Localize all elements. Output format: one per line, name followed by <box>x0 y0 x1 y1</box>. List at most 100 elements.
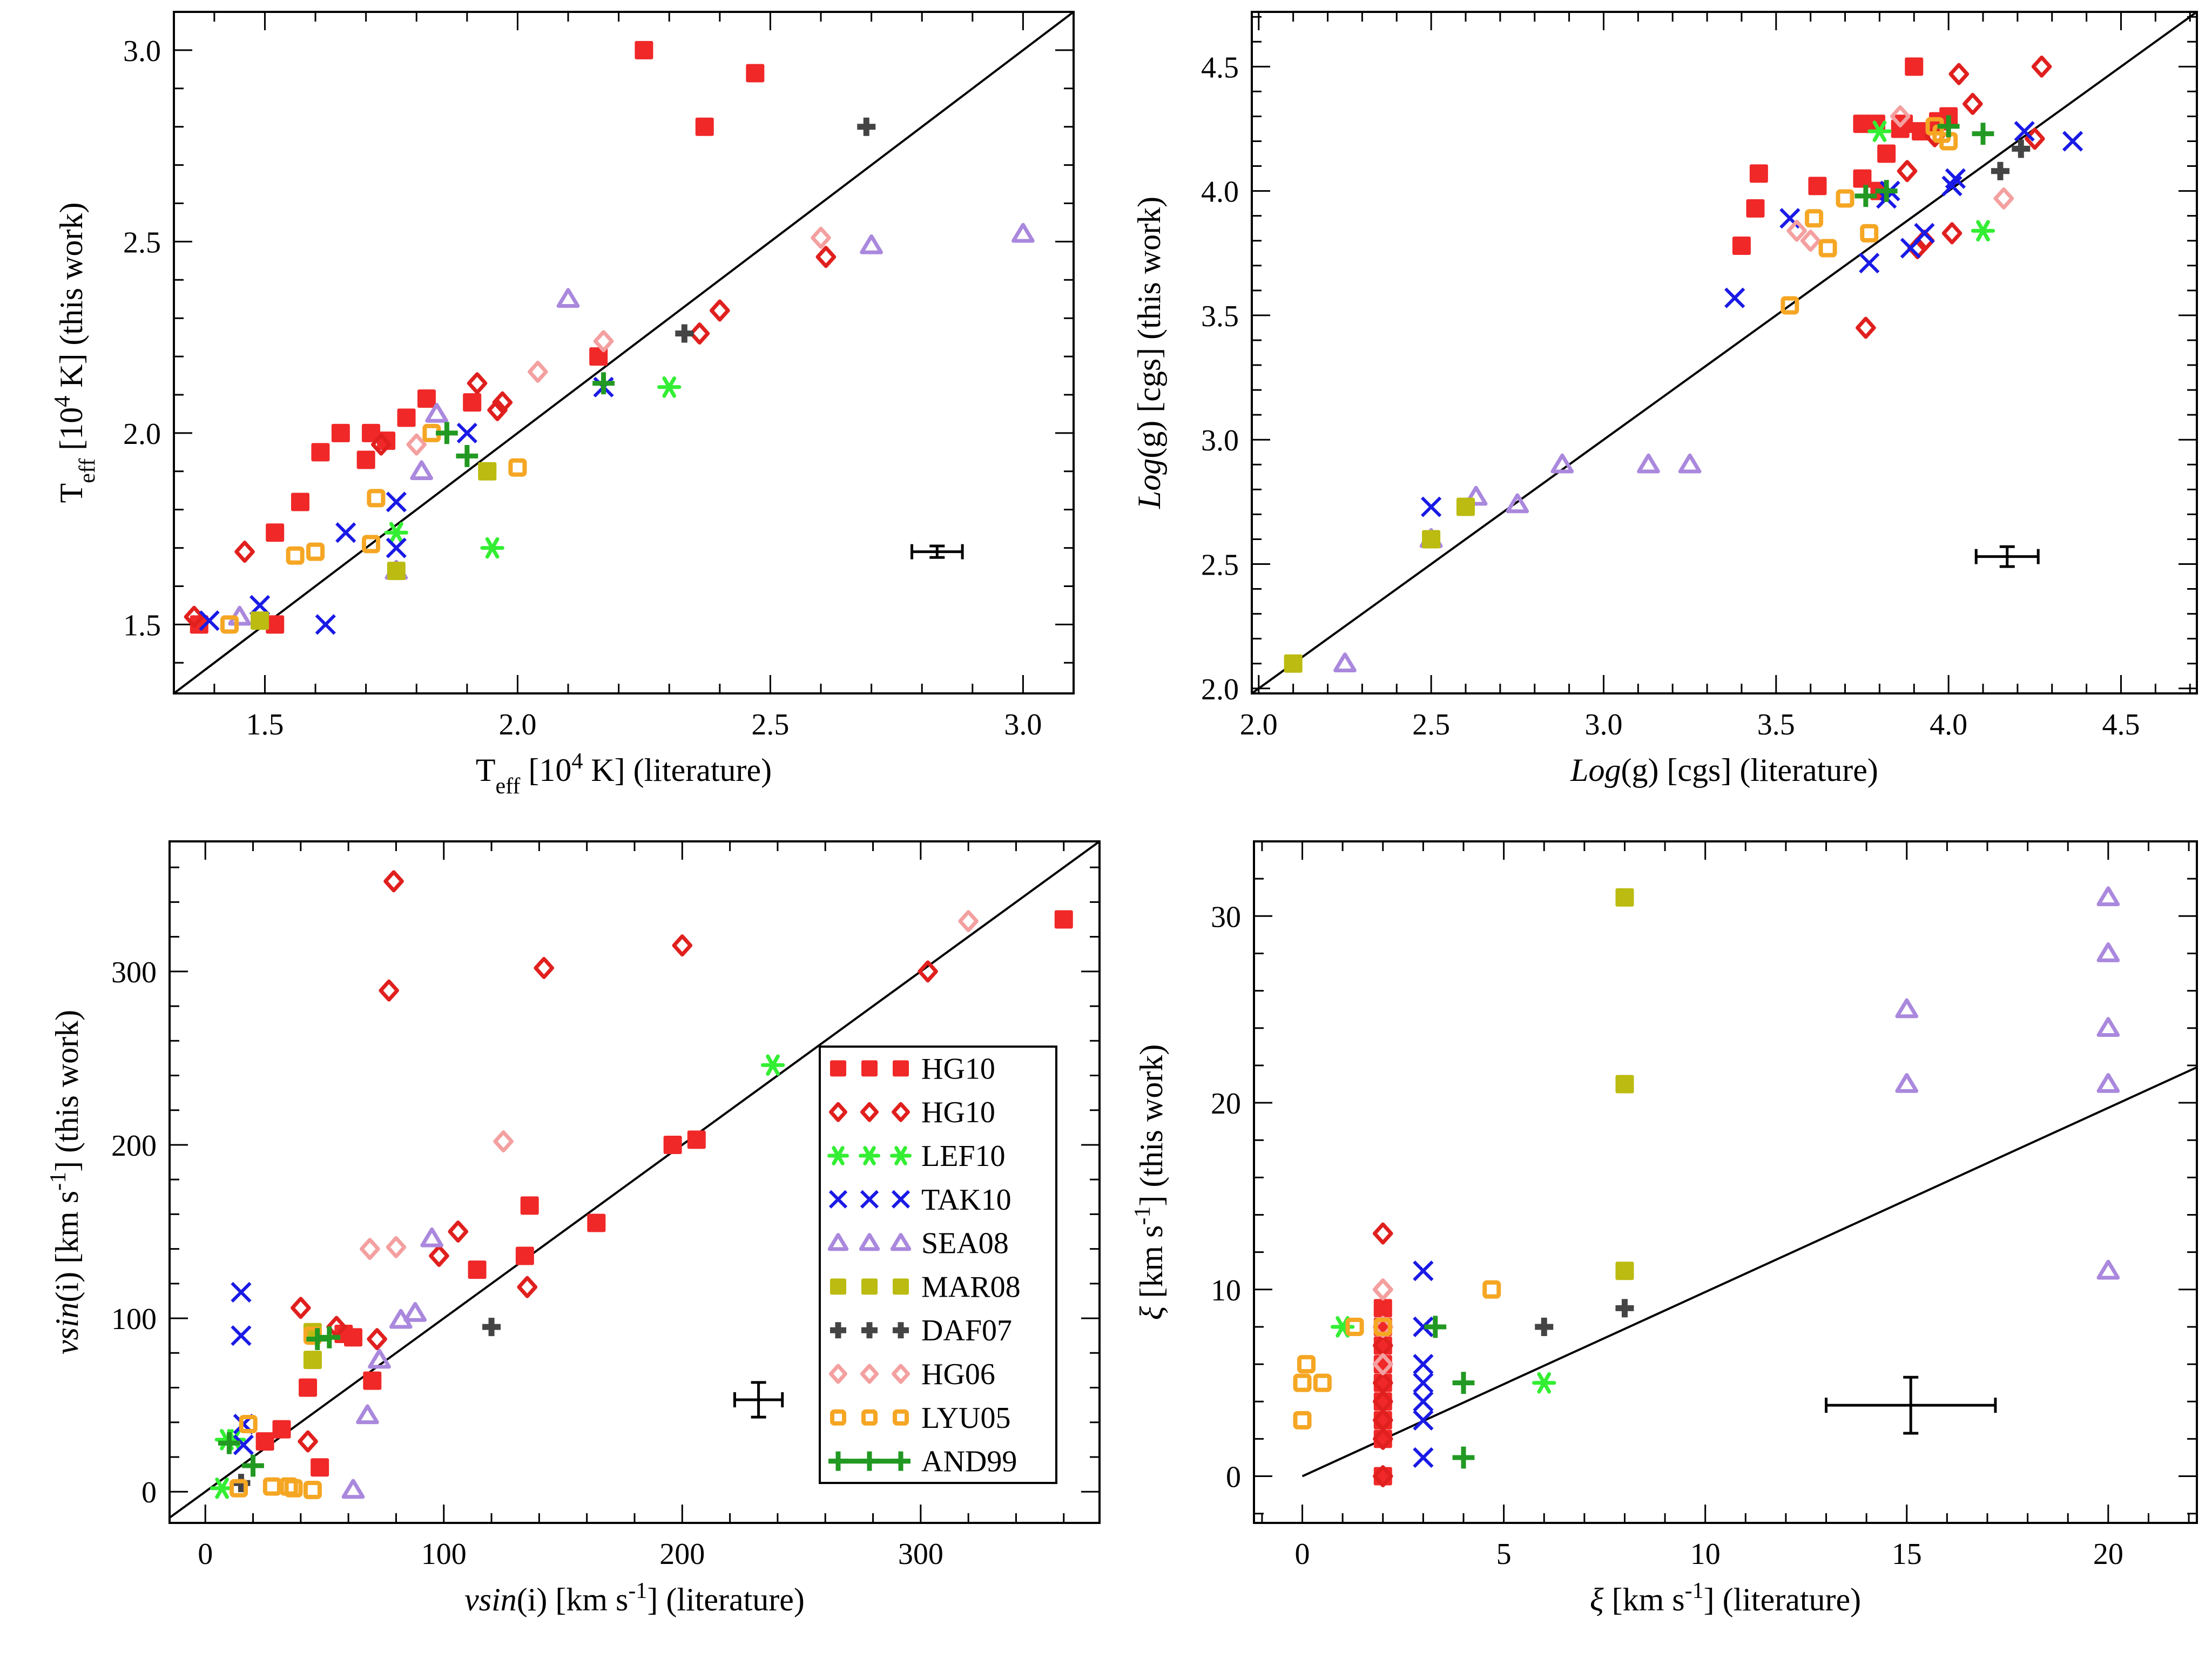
data-point-hg06 <box>1372 1278 1393 1301</box>
data-point-hg10-open <box>487 399 508 421</box>
data-point-lyu05 <box>284 1479 303 1498</box>
legend-marker <box>890 1233 912 1251</box>
data-point-hg10-open <box>1948 63 1970 85</box>
data-point-hg06 <box>1993 187 2014 210</box>
y-tick-label: 3.0 <box>1201 424 1239 457</box>
data-point-and99 <box>592 372 615 395</box>
data-point-lyu05 <box>1836 189 1854 208</box>
legend-label: SEA08 <box>921 1227 1009 1260</box>
y-tick-label: 2.5 <box>1201 548 1239 582</box>
data-point-sea08 <box>410 460 433 481</box>
data-point-hg10-open <box>298 1430 318 1453</box>
data-point-hg10-filled <box>356 450 375 469</box>
axis-label-part: -1 <box>46 1172 71 1191</box>
one-to-one-line <box>170 841 1100 1519</box>
y-tick-label: 20 <box>1211 1087 1241 1121</box>
data-point-lef10 <box>480 537 504 559</box>
x-tick-label: 3.0 <box>1584 708 1622 741</box>
y-tick-label: 1.5 <box>123 609 161 642</box>
data-point-lyu05 <box>1313 1373 1332 1392</box>
axis-label-part: vsin <box>49 1302 85 1354</box>
reference-line <box>1301 1066 2197 1478</box>
data-point-hg10-open <box>184 605 205 628</box>
data-point-hg10-open <box>234 541 255 563</box>
x-tick-label: 3.5 <box>1757 708 1795 741</box>
data-point-tak10 <box>335 522 356 543</box>
y-axis-label: Log(g) [cgs] (this work) <box>1131 197 1167 509</box>
legend-entry: DAF07 <box>830 1314 1012 1347</box>
data-point-tak10 <box>1413 1410 1434 1431</box>
data-point-lyu05 <box>1373 1317 1392 1336</box>
data-point-hg10-filled <box>1808 177 1827 195</box>
legend-marker <box>891 1190 911 1209</box>
data-point-hg10-filled <box>363 1371 382 1390</box>
y-tick-label: 0 <box>141 1476 157 1509</box>
data-point-hg10-open <box>1941 222 1963 245</box>
error-bar-path <box>1974 545 2040 568</box>
data-point-tak10 <box>1945 168 1966 189</box>
data-point-hg10-filled <box>468 1260 487 1279</box>
legend-label: LYU05 <box>921 1401 1010 1435</box>
legend-entry: AND99 <box>828 1445 1017 1479</box>
data-point-hg10-open <box>448 1220 469 1243</box>
data-point-and99 <box>1875 180 1898 203</box>
axis-label-part: (g) [cgs] (literature) <box>1621 752 1878 788</box>
data-point-hg06 <box>1786 219 1807 242</box>
data-point-mar08 <box>478 462 497 481</box>
data-point-tak10 <box>1413 1260 1434 1282</box>
data-point-lef10 <box>760 1054 785 1076</box>
typical-error-bar <box>1974 545 2040 568</box>
x-tick-label: 0 <box>1295 1537 1310 1571</box>
data-point-hg10-filled <box>1905 57 1924 76</box>
data-point-hg10-filled <box>746 64 765 83</box>
plot-area <box>1252 12 2197 693</box>
x-axis-label: Teff [104 K] (literature) <box>476 749 772 799</box>
plot-frame <box>1253 840 2198 1524</box>
data-point-hg10-open <box>367 1328 387 1351</box>
x-tick-label: 2.0 <box>1240 708 1278 741</box>
axis-label-part: [km s <box>1604 1582 1685 1617</box>
plot-frame <box>1251 11 2198 694</box>
typical-error-bar <box>733 1381 784 1419</box>
data-point-lyu05 <box>367 489 386 508</box>
data-point-sea08 <box>1637 453 1660 474</box>
y-tick-label: 300 <box>111 956 157 989</box>
axis-label-part: ] (literature) <box>1704 1582 1861 1617</box>
legend-marker <box>893 1409 909 1426</box>
axis-label-part: -1 <box>1685 1579 1704 1603</box>
data-point-tak10 <box>199 610 220 631</box>
data-point-hg06 <box>1372 1353 1393 1375</box>
data-point-tak10 <box>1413 1316 1434 1338</box>
data-point-hg10-filled <box>635 41 653 59</box>
data-point-hg10-open <box>379 979 400 1002</box>
data-point-hg06 <box>386 1236 407 1258</box>
data-point-mar08 <box>251 611 269 630</box>
axis-label-part: Log <box>1570 752 1621 788</box>
data-point-tak10 <box>386 537 407 558</box>
axis-label-part: T <box>53 483 89 503</box>
data-point-and99 <box>1424 1316 1447 1338</box>
x-tick-label: 0 <box>198 1537 213 1571</box>
x-tick-label: 4.5 <box>2102 708 2140 741</box>
data-point-and99 <box>1937 115 1960 138</box>
data-point-sea08 <box>2096 1017 2120 1037</box>
data-point-hg10-filled <box>343 1328 362 1347</box>
legend-marker <box>893 1060 909 1077</box>
data-point-daf07 <box>1535 1317 1554 1336</box>
data-point-hg06 <box>493 1130 514 1153</box>
data-point-hg10-filled <box>299 1378 318 1397</box>
data-point-tak10 <box>1914 222 1935 244</box>
data-point-lyu05 <box>1805 209 1824 228</box>
y-axis-label: ξ [km s-1] (this work) <box>1130 1044 1169 1320</box>
axis-label-part: [10 <box>520 752 571 788</box>
legend-label: LEF10 <box>921 1139 1006 1173</box>
x-tick-label: 200 <box>659 1537 705 1571</box>
data-point-tak10 <box>231 1282 252 1303</box>
data-point-hg10-filled <box>1853 114 1872 133</box>
data-point-daf07 <box>675 324 694 343</box>
data-point-lef10 <box>1867 120 1892 142</box>
plot-frame <box>173 11 1075 694</box>
data-point-hg10-filled <box>311 1458 329 1477</box>
error-bar-path <box>733 1381 784 1419</box>
data-point-hg10-filled <box>1749 164 1768 183</box>
